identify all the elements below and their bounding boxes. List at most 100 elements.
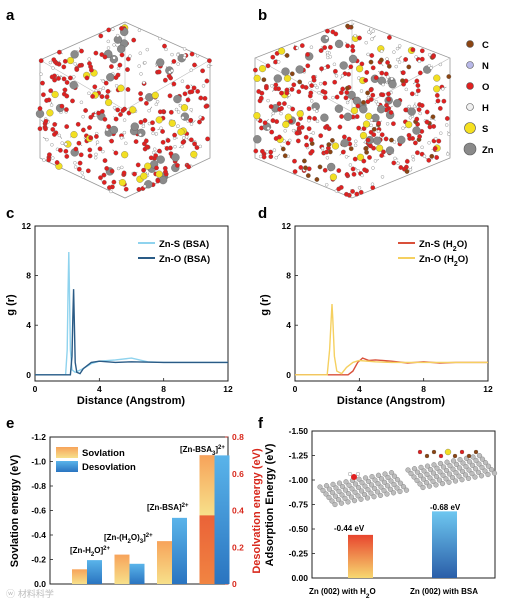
- o-atom: [87, 147, 93, 153]
- o-atom: [444, 116, 450, 121]
- o-atom: [309, 149, 315, 154]
- o-atom: [74, 67, 80, 72]
- o-atom: [400, 70, 406, 76]
- e-y-tick-right: 0.6: [232, 469, 244, 479]
- zn-atom: [334, 39, 344, 49]
- h-atom: [176, 124, 180, 128]
- o-atom: [144, 100, 149, 106]
- y-tick-label: 8: [286, 271, 291, 281]
- h-atom: [137, 64, 141, 68]
- o-atom: [163, 77, 168, 83]
- h-atom: [325, 50, 330, 55]
- h-atom: [427, 141, 431, 145]
- e-y-tick-left: -1.2: [31, 432, 46, 442]
- c-atom: [430, 114, 436, 120]
- h-atom: [439, 131, 443, 135]
- x-tick-label: 0: [293, 384, 298, 394]
- h-atom: [98, 88, 102, 92]
- c-atom: [363, 146, 369, 151]
- zn-atom: [173, 94, 182, 104]
- legend-atom-zn-label: Zn: [482, 145, 494, 156]
- e-y-tick-right: 0.2: [232, 542, 244, 552]
- h-atom: [81, 115, 85, 119]
- h-atom: [57, 133, 61, 138]
- o-atom: [312, 116, 317, 121]
- e-legend-swatch-1: [56, 447, 78, 458]
- h-atom: [258, 154, 263, 159]
- o-atom: [343, 95, 349, 101]
- o-atom: [391, 121, 396, 127]
- h-atom: [397, 60, 402, 64]
- h-atom: [374, 100, 378, 104]
- zn-atom: [343, 112, 353, 121]
- o-atom: [365, 137, 371, 143]
- h-atom: [429, 66, 433, 70]
- o-atom: [279, 90, 284, 96]
- e-y-tick-left: -0.8: [31, 481, 46, 491]
- c-ylabel: g (r): [5, 294, 17, 316]
- o-atom: [296, 89, 302, 95]
- s-atom: [433, 85, 441, 93]
- h-atom: [39, 72, 43, 76]
- o-atom: [299, 43, 305, 48]
- o-atom: [368, 97, 374, 102]
- o-atom: [186, 164, 192, 170]
- x-tick-label: 4: [357, 384, 362, 394]
- h-atom: [369, 123, 373, 128]
- h-atom: [354, 139, 358, 143]
- zn-slab-h2o-illustration: [317, 470, 410, 508]
- o-atom: [350, 44, 355, 49]
- s-atom: [129, 106, 137, 114]
- e-legend-label-2: Desovlation: [82, 462, 136, 473]
- o-atom: [106, 27, 112, 33]
- zn-atom: [273, 74, 282, 83]
- o-atom: [59, 103, 65, 109]
- o-atom: [207, 58, 212, 64]
- h-atom: [101, 86, 106, 90]
- o-atom: [351, 171, 357, 177]
- o-atom: [64, 107, 69, 112]
- h-atom: [198, 144, 202, 149]
- o-atom: [156, 69, 162, 75]
- f-bar-1: [348, 534, 373, 578]
- o-atom: [113, 150, 119, 156]
- h-atom: [438, 62, 443, 67]
- o-atom: [325, 28, 330, 34]
- h-atom: [353, 143, 358, 147]
- h-atom: [145, 47, 149, 52]
- o-atom: [172, 132, 177, 138]
- h-atom: [112, 106, 117, 110]
- o-atom: [318, 48, 324, 53]
- h-atom: [315, 119, 320, 123]
- s-atom: [46, 109, 54, 117]
- c-atom: [446, 74, 452, 79]
- zn-atom: [397, 135, 406, 145]
- h-atom: [360, 173, 364, 178]
- h-atom: [152, 150, 156, 155]
- h-atom: [93, 113, 98, 117]
- o-atom: [318, 133, 324, 139]
- s-atom: [253, 74, 261, 82]
- o-atom: [154, 165, 159, 171]
- o-atom: [93, 50, 99, 56]
- o-atom: [133, 139, 139, 144]
- h-atom: [120, 165, 124, 170]
- o-atom: [437, 106, 443, 111]
- o-atom: [322, 45, 328, 50]
- h-atom: [392, 140, 397, 144]
- o-atom: [344, 90, 350, 95]
- o-atom: [307, 93, 313, 99]
- o-atom: [195, 89, 201, 94]
- c-atom: [348, 146, 354, 152]
- o-atom: [426, 157, 432, 163]
- h-atom: [138, 133, 142, 137]
- o-atom: [319, 66, 324, 72]
- o-atom: [77, 160, 83, 166]
- o-atom: [43, 126, 48, 132]
- y-tick-label: 12: [282, 221, 292, 231]
- o-atom: [430, 54, 436, 59]
- o-atom: [106, 124, 112, 129]
- o-atom: [348, 64, 354, 70]
- o-atom: [115, 107, 121, 113]
